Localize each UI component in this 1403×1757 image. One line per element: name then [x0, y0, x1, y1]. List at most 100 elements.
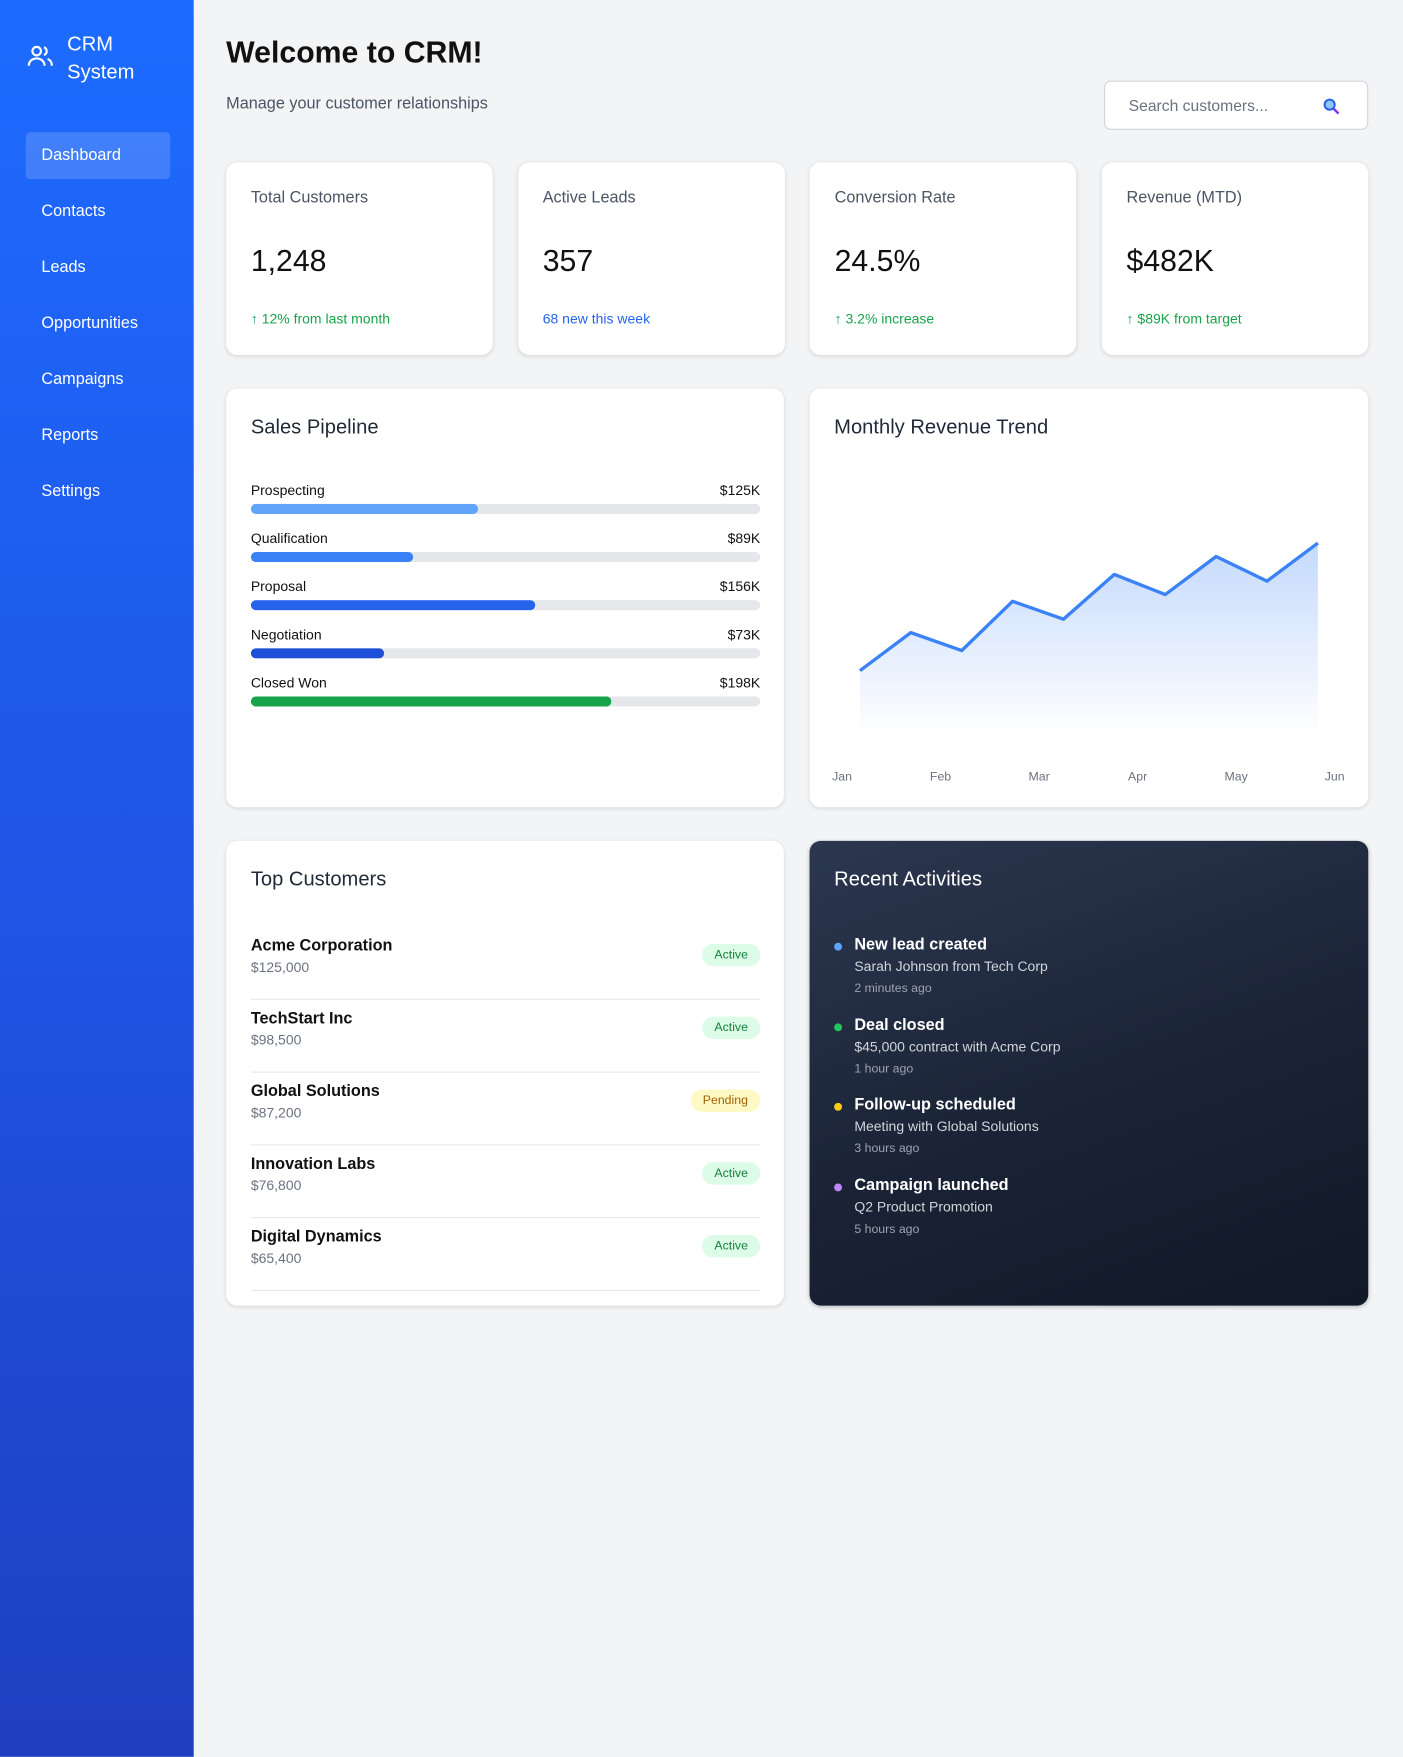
search-placeholder: Search customers...	[1128, 96, 1269, 115]
activity-detail: Meeting with Global Solutions	[854, 1118, 1039, 1135]
search-icon[interactable]	[1322, 97, 1340, 115]
revenue-card: Monthly Revenue Trend Jan Feb Mar Apr May Jun	[809, 388, 1369, 808]
stat-card: Active Leads 357 68 new this week	[518, 162, 785, 355]
stage-value: $73K	[727, 627, 761, 643]
stage-name: Qualification	[250, 530, 328, 547]
stat-note: 68 new this week	[542, 311, 651, 327]
nav-item[interactable]: Leads	[41, 258, 86, 277]
stat-value: 24.5%	[834, 244, 921, 278]
customer-row: TechStart Inc $98,500 Active	[250, 1000, 761, 1073]
activity-item: Deal closed $45,000 contract with Acme Co…	[834, 1016, 1338, 1094]
nav-item[interactable]: Contacts	[41, 202, 106, 221]
stage-name: Prospecting	[250, 482, 325, 499]
brand: CRM System	[67, 32, 135, 83]
card-title: Top Customers	[250, 867, 387, 891]
customer-name: Digital Dynamics	[250, 1228, 382, 1247]
activity-detail: Sarah Johnson from Tech Corp	[854, 958, 1048, 975]
nav-item[interactable]: Campaigns	[41, 370, 124, 389]
progress-bar	[250, 696, 612, 707]
stat-label: Revenue (MTD)	[1126, 189, 1243, 208]
stage-name: Closed Won	[250, 675, 327, 691]
customer-name: Acme Corporation	[250, 937, 393, 956]
activities-card: Recent Activities New lead created Sarah …	[809, 840, 1369, 1306]
customer-amount: $76,800	[250, 1177, 302, 1194]
activity-item: Follow-up scheduled Meeting with Global S…	[834, 1096, 1338, 1174]
progress-track	[250, 600, 761, 611]
card-title: Monthly Revenue Trend	[834, 415, 1049, 438]
revenue-line	[858, 541, 1319, 673]
nav-item[interactable]: Reports	[41, 426, 99, 445]
nav-item[interactable]: Settings	[41, 482, 101, 501]
stat-value: $482K	[1126, 244, 1214, 278]
page-title: Welcome to CRM!	[226, 35, 483, 70]
x-tick-label: Apr	[1128, 769, 1147, 783]
stat-card: Total Customers 1,248 ↑ 12% from last mont…	[226, 162, 493, 355]
activity-title: Campaign launched	[854, 1176, 1009, 1195]
top-customers-card: Top Customers Acme Corporation $125,000 Ac…	[226, 840, 784, 1306]
stage-name: Negotiation	[250, 627, 322, 643]
customer-row: Acme Corporation $125,000 Active	[250, 927, 761, 1000]
logo-icon	[27, 45, 53, 66]
activity-time: 2 minutes ago	[854, 981, 932, 996]
x-tick-label: Mar	[1028, 769, 1049, 783]
customer-row: Global Solutions $87,200 Pending	[250, 1073, 761, 1146]
progress-bar	[250, 552, 413, 563]
progress-track	[250, 552, 761, 563]
x-tick-label: May	[1225, 769, 1249, 783]
nav-item[interactable]: Opportunities	[41, 314, 139, 333]
card-title: Recent Activities	[834, 867, 983, 891]
stat-label: Total Customers	[250, 189, 369, 208]
stat-card: Conversion Rate 24.5% ↑ 3.2% increase	[809, 162, 1077, 355]
activity-time: 1 hour ago	[854, 1062, 914, 1076]
stat-note: ↑ 12% from last month	[250, 311, 391, 327]
activity-dot	[834, 942, 843, 951]
stage-value: $125K	[719, 482, 761, 499]
stage-name: Proposal	[250, 578, 307, 595]
stat-note: ↑ 3.2% increase	[834, 311, 935, 327]
activity-dot	[834, 1102, 843, 1111]
stage-value: $89K	[727, 530, 761, 547]
x-tick-label: Feb	[930, 769, 951, 783]
progress-track	[250, 503, 761, 514]
activity-title: New lead created	[854, 936, 987, 954]
activity-detail: Q2 Product Promotion	[854, 1198, 993, 1215]
stat-value: 357	[542, 244, 594, 278]
activity-detail: $45,000 contract with Acme Corp	[854, 1038, 1061, 1055]
activity-dot	[834, 1182, 843, 1191]
customer-name: Global Solutions	[250, 1082, 380, 1101]
customer-row: Digital Dynamics $65,400 Active	[250, 1218, 761, 1292]
status-badge: Active	[702, 943, 761, 967]
customer-name: TechStart Inc	[250, 1009, 353, 1028]
activity-title: Deal closed	[854, 1016, 945, 1035]
search-box[interactable]: Search customers...	[1104, 80, 1369, 130]
stat-label: Conversion Rate	[834, 189, 956, 208]
progress-track	[250, 648, 761, 659]
status-badge: Active	[702, 1235, 761, 1258]
activity-item: Campaign launched Q2 Product Promotion 5 h…	[834, 1176, 1338, 1254]
stat-label: Active Leads	[542, 189, 636, 208]
progress-track	[250, 696, 761, 707]
stat-note: ↑ $89K from target	[1126, 311, 1242, 327]
customer-amount: $87,200	[250, 1105, 302, 1121]
nav-item[interactable]: Dashboard	[25, 132, 171, 180]
activity-time: 5 hours ago	[854, 1222, 920, 1236]
activity-time: 3 hours ago	[854, 1142, 920, 1156]
customer-amount: $98,500	[250, 1032, 302, 1049]
activity-dot	[834, 1022, 843, 1031]
customer-amount: $125,000	[250, 959, 310, 976]
progress-bar	[250, 503, 479, 514]
status-badge: Active	[702, 1162, 761, 1185]
customer-amount: $65,400	[250, 1250, 302, 1267]
customer-name: Innovation Labs	[250, 1155, 376, 1174]
stat-card: Revenue (MTD) $482K ↑ $89K from target	[1101, 162, 1369, 355]
activity-title: Follow-up scheduled	[854, 1096, 1016, 1115]
progress-bar	[250, 648, 384, 659]
x-tick-label: Jun	[1325, 769, 1345, 783]
status-badge: Pending	[690, 1089, 761, 1112]
stage-value: $198K	[719, 675, 761, 691]
stat-value: 1,248	[250, 244, 327, 278]
card-title: Sales Pipeline	[250, 415, 379, 438]
revenue-chart: Jan Feb Mar Apr May Jun	[832, 541, 1345, 783]
